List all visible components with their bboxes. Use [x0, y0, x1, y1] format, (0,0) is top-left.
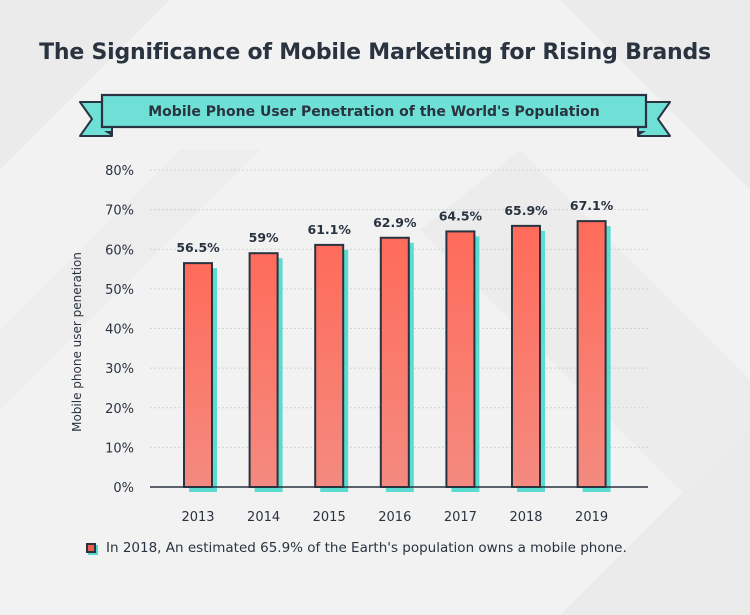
- y-tick-labels: 0% 10% 20% 30% 40% 50% 60% 70% 80%: [105, 164, 134, 496]
- chart-subtitle: Mobile Phone User Penetration of the Wor…: [148, 104, 600, 120]
- data-label: 64.5%: [439, 208, 483, 223]
- bar-2019: [576, 220, 607, 489]
- x-tick-label: 2019: [575, 510, 608, 525]
- data-label: 56.5%: [176, 240, 220, 255]
- y-tick-label: 60%: [105, 243, 134, 258]
- bar-2016: [379, 236, 410, 488]
- data-label: 65.9%: [504, 203, 548, 218]
- bar-2014: [248, 252, 279, 488]
- data-label: 59%: [249, 230, 279, 245]
- y-tick-label: 20%: [105, 402, 134, 417]
- x-tick-label: 2016: [378, 510, 411, 525]
- x-tick-label: 2018: [509, 510, 542, 525]
- bar-2013: [183, 262, 213, 488]
- x-tick-label: 2017: [444, 510, 477, 525]
- legend-swatch: [86, 543, 96, 553]
- data-label: 67.1%: [570, 198, 614, 213]
- main-title: The Significance of Mobile Marketing for…: [39, 40, 711, 65]
- footnote: In 2018, An estimated 65.9% of the Earth…: [86, 538, 627, 558]
- subtitle-ribbon: [79, 93, 671, 137]
- y-tick-label: 30%: [105, 362, 134, 377]
- x-tick-labels: 2013 2014 2015 2016 2017 2018 2019: [181, 510, 608, 525]
- y-tick-label: 50%: [105, 283, 134, 298]
- y-tick-label: 70%: [105, 204, 134, 219]
- x-tick-label: 2015: [313, 510, 346, 525]
- bar-2015: [314, 243, 345, 488]
- x-tick-label: 2014: [247, 510, 280, 525]
- footnote-text: In 2018, An estimated 65.9% of the Earth…: [106, 540, 627, 556]
- data-label: 62.9%: [373, 215, 417, 230]
- bar-2017: [445, 230, 476, 488]
- bars: 56.5% 59% 61.1% 62.9% 64.5% 65.9% 67.1%: [176, 198, 614, 492]
- y-axis-label: Mobile phone user peneration: [70, 252, 84, 432]
- bar-2018: [511, 224, 541, 488]
- data-label: 61.1%: [308, 222, 352, 237]
- y-tick-label: 80%: [105, 164, 134, 179]
- y-tick-label: 0%: [113, 481, 134, 496]
- y-tick-label: 10%: [105, 441, 134, 456]
- x-tick-label: 2013: [181, 510, 214, 525]
- y-tick-label: 40%: [105, 323, 134, 338]
